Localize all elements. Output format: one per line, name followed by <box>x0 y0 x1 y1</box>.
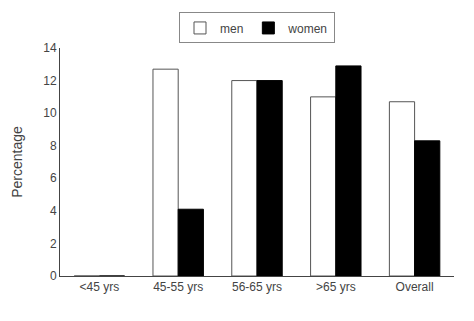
svg-text:men: men <box>220 22 243 36</box>
svg-text:2: 2 <box>50 237 57 251</box>
svg-text:women: women <box>287 22 327 36</box>
svg-text:Overall: Overall <box>396 280 434 294</box>
svg-text:4: 4 <box>50 204 57 218</box>
svg-text:Percentage: Percentage <box>9 126 25 198</box>
svg-text:0: 0 <box>50 269 57 283</box>
svg-text:6: 6 <box>50 171 57 185</box>
svg-text:8: 8 <box>50 139 57 153</box>
svg-text:14: 14 <box>43 41 57 55</box>
svg-text:<45 yrs: <45 yrs <box>80 280 120 294</box>
svg-text:12: 12 <box>43 74 57 88</box>
svg-text:56-65 yrs: 56-65 yrs <box>232 280 282 294</box>
svg-text:10: 10 <box>43 106 57 120</box>
svg-text:45-55 yrs: 45-55 yrs <box>153 280 203 294</box>
svg-text:>65 yrs: >65 yrs <box>316 280 356 294</box>
